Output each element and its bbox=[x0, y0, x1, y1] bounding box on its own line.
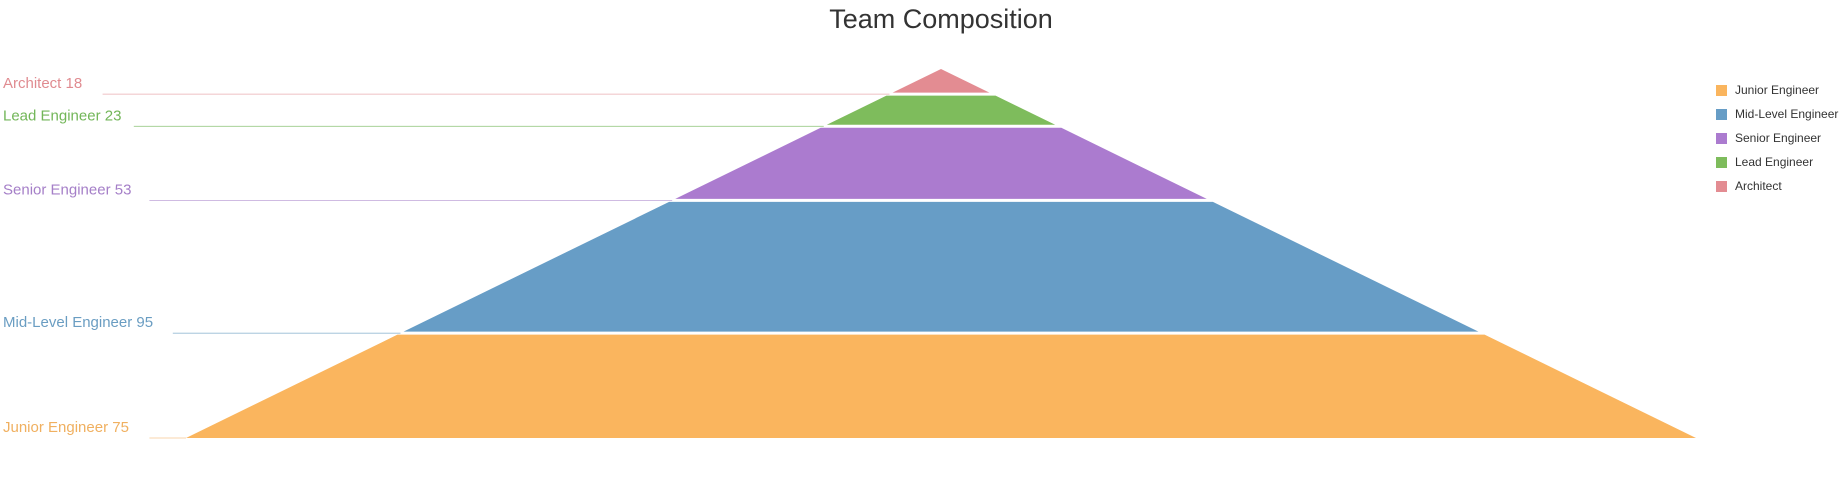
label-leader-lines bbox=[102, 93, 890, 439]
tier-label-architect: Architect 18 bbox=[3, 75, 82, 92]
legend-swatch bbox=[1716, 108, 1727, 120]
legend-item-senior-engineer[interactable]: Senior Engineer bbox=[1716, 126, 1841, 150]
legend-item-junior-engineer[interactable]: Junior Engineer bbox=[1716, 78, 1841, 102]
legend-label: Lead Engineer bbox=[1735, 155, 1814, 169]
pyramid-tier-mid-level-engineer[interactable] bbox=[403, 201, 1479, 332]
legend-item-lead-engineer[interactable]: Lead Engineer bbox=[1716, 150, 1841, 174]
pyramid-tier-architect[interactable] bbox=[892, 69, 990, 93]
chart-title: Team Composition bbox=[829, 4, 1053, 34]
legend-item-mid-level-engineer[interactable]: Mid-Level Engineer bbox=[1716, 102, 1841, 126]
legend: Junior Engineer Mid-Level Engineer Senio… bbox=[1716, 78, 1841, 198]
legend-swatch bbox=[1716, 180, 1727, 192]
legend-swatch bbox=[1716, 132, 1727, 144]
legend-swatch bbox=[1716, 156, 1727, 168]
pyramid-tiers bbox=[186, 69, 1696, 438]
legend-label: Architect bbox=[1735, 179, 1782, 193]
tier-label-lead-engineer: Lead Engineer 23 bbox=[3, 107, 121, 124]
tier-label-junior-engineer: Junior Engineer 75 bbox=[3, 419, 129, 436]
pyramid-tier-senior-engineer[interactable] bbox=[675, 127, 1207, 199]
pyramid-tier-junior-engineer[interactable] bbox=[186, 334, 1696, 438]
legend-swatch bbox=[1716, 84, 1727, 96]
legend-label: Junior Engineer bbox=[1735, 83, 1820, 97]
legend-item-architect[interactable]: Architect bbox=[1716, 174, 1841, 198]
tier-label-mid-level-engineer: Mid-Level Engineer 95 bbox=[3, 314, 153, 331]
tier-labels: Junior Engineer 75 Mid-Level Engineer 95 S… bbox=[3, 75, 153, 436]
legend-label: Senior Engineer bbox=[1735, 131, 1822, 145]
legend-label: Mid-Level Engineer bbox=[1735, 107, 1839, 121]
tier-label-senior-engineer: Senior Engineer 53 bbox=[3, 181, 131, 198]
pyramid-tier-lead-engineer[interactable] bbox=[826, 95, 1056, 125]
